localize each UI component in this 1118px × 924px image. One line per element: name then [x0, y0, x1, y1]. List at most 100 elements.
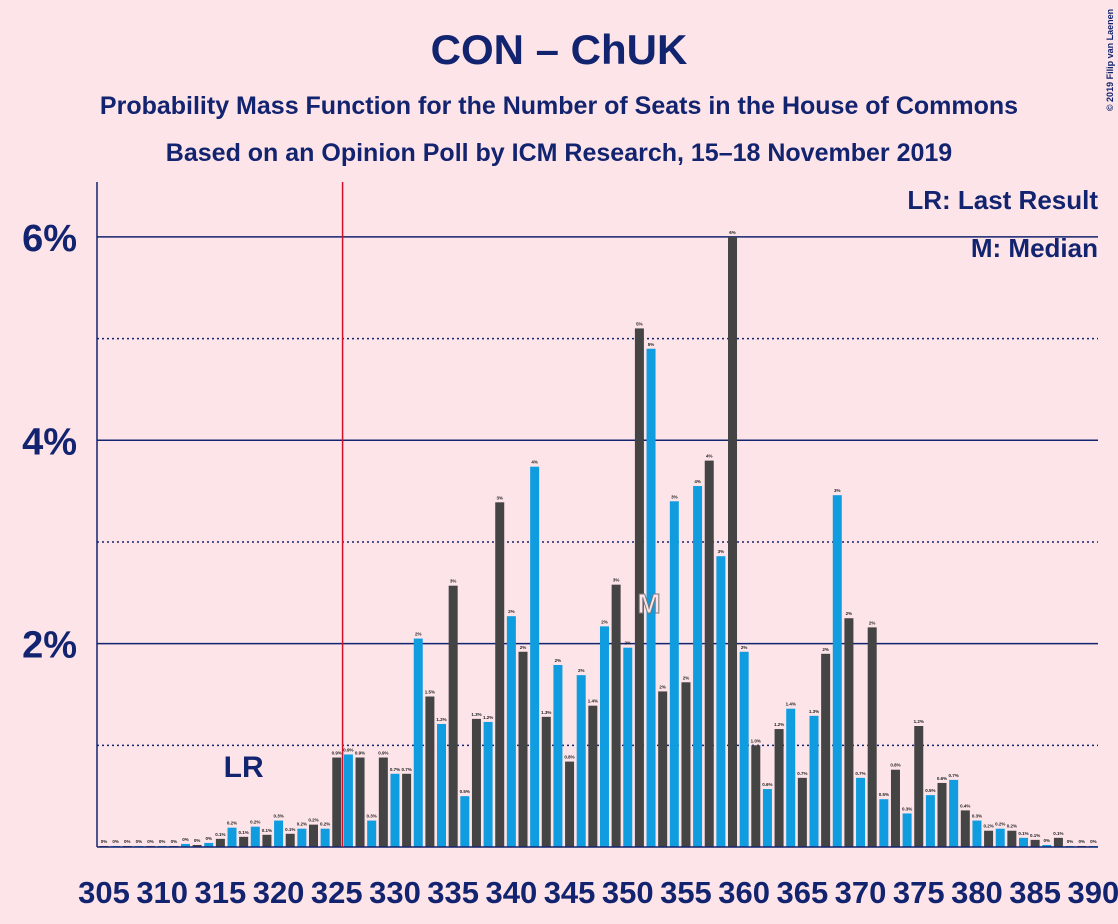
bar	[716, 556, 726, 847]
bar	[960, 810, 970, 847]
value-label: 0.3%	[273, 814, 283, 819]
value-label: 0.6%	[762, 782, 772, 787]
value-label: 0.9%	[378, 751, 388, 756]
value-label: 0.8%	[564, 755, 574, 760]
bar	[390, 773, 400, 847]
bar	[437, 723, 447, 847]
bar	[518, 651, 528, 847]
bar	[565, 761, 575, 847]
value-label: 0.3%	[902, 806, 912, 811]
value-label: 1.5%	[425, 690, 435, 695]
value-label: 0.2%	[227, 821, 237, 826]
bar	[308, 824, 318, 847]
bar	[704, 460, 714, 847]
bar	[506, 616, 516, 847]
value-label: 0.4%	[960, 803, 970, 808]
bar	[530, 466, 540, 847]
value-label: 4%	[706, 454, 713, 459]
value-label: 6%	[729, 230, 736, 235]
bar	[623, 647, 633, 847]
bar	[1042, 844, 1052, 847]
bar	[1030, 839, 1040, 847]
value-label: 1.3%	[809, 709, 819, 714]
bar	[483, 721, 493, 847]
bar	[355, 757, 365, 847]
bar	[646, 348, 656, 847]
value-label: 0.7%	[855, 771, 865, 776]
bar	[681, 682, 691, 847]
x-tick-label: 330	[369, 875, 421, 910]
value-label: 0%	[1090, 839, 1097, 844]
bar	[541, 716, 551, 847]
bar	[832, 495, 842, 847]
y-tick-label: 2%	[22, 625, 77, 667]
bar	[856, 777, 866, 847]
bar	[588, 705, 598, 847]
value-label: 0.7%	[949, 773, 959, 778]
value-label: 1.0%	[751, 738, 761, 743]
bar	[471, 718, 481, 847]
bar	[914, 725, 924, 847]
value-label: 0.2%	[320, 822, 330, 827]
value-label: 0.2%	[1007, 824, 1017, 829]
bar	[1053, 837, 1063, 847]
bar	[693, 486, 703, 847]
bar	[972, 820, 982, 847]
value-label: 0%	[136, 839, 143, 844]
bar	[925, 795, 935, 847]
bar	[343, 754, 353, 847]
last-result-label: LR	[224, 751, 264, 784]
value-label: 0.9%	[355, 751, 365, 756]
bar	[320, 828, 330, 847]
value-label: 0%	[159, 839, 166, 844]
value-label: 1.2%	[436, 717, 446, 722]
x-tick-label: 315	[195, 875, 247, 910]
bar	[367, 820, 377, 847]
bar	[774, 729, 784, 847]
value-label: 2%	[555, 658, 562, 663]
chart-title: CON – ChUK	[431, 26, 688, 73]
median-label: M	[637, 588, 660, 619]
x-tick-label: 380	[951, 875, 1003, 910]
value-label: 2%	[741, 645, 748, 650]
x-tick-label: 370	[835, 875, 887, 910]
value-label: 2%	[869, 620, 876, 625]
value-label: 0.1%	[262, 828, 272, 833]
value-label: 5%	[636, 321, 643, 326]
value-label: 5%	[648, 342, 655, 347]
bar	[495, 502, 505, 847]
value-label: 4%	[531, 460, 538, 465]
value-label: 0%	[1067, 839, 1074, 844]
value-label: 4%	[694, 479, 701, 484]
value-label: 2%	[578, 668, 585, 673]
value-label: 0.1%	[215, 832, 225, 837]
x-tick-label: 375	[893, 875, 945, 910]
bar	[378, 757, 388, 847]
value-label: 1.2%	[483, 715, 493, 720]
value-label: 0.1%	[239, 830, 249, 835]
value-label: 0.2%	[995, 822, 1005, 827]
value-label: 0%	[1044, 838, 1051, 843]
value-label: 3%	[450, 579, 457, 584]
value-label: 0.7%	[401, 767, 411, 772]
value-label: 0%	[147, 839, 154, 844]
bar	[599, 626, 609, 847]
bar	[553, 664, 563, 847]
x-tick-label: 350	[602, 875, 654, 910]
value-label: 1.4%	[588, 699, 598, 704]
value-label: 2%	[625, 641, 632, 646]
bar	[413, 638, 423, 847]
x-tick-label: 325	[311, 875, 363, 910]
value-label: 0.5%	[879, 792, 889, 797]
value-label: 3%	[834, 488, 841, 493]
value-label: 0.5%	[460, 789, 470, 794]
value-label: 0.3%	[972, 814, 982, 819]
value-label: 0.7%	[797, 771, 807, 776]
bar	[867, 627, 877, 847]
legend-entry: LR: Last Result	[907, 185, 1098, 215]
x-tick-label: 360	[718, 875, 770, 910]
value-label: 0%	[1078, 839, 1085, 844]
bar	[611, 584, 621, 847]
bar	[180, 843, 190, 847]
